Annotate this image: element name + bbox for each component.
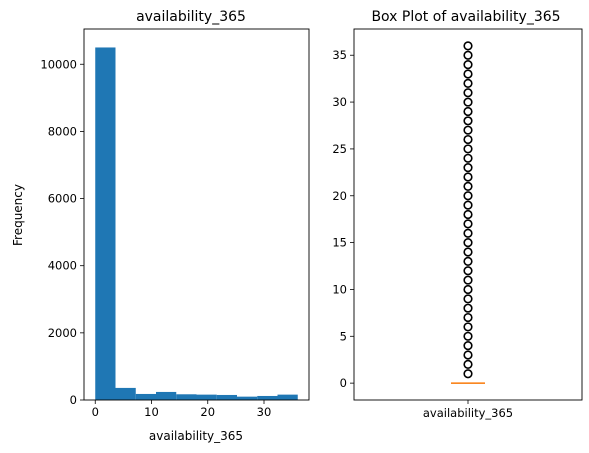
outlier-point	[463, 256, 473, 266]
histogram-y-label: Frequency	[11, 184, 25, 246]
outlier-point	[463, 191, 473, 201]
outlier-point	[463, 153, 473, 163]
outlier-point	[463, 312, 473, 323]
boxplot-y-ticks: 0 5 10 15 20 25 30 35	[332, 48, 354, 390]
histogram-y-ticks: 0 2000 4000 6000 8000 10000	[40, 57, 84, 407]
y-tick-label: 10000	[40, 57, 77, 71]
histogram-bar	[115, 387, 136, 400]
x-tick-label: 20	[200, 405, 215, 419]
histogram-bar	[156, 391, 177, 400]
y-tick-label: 8000	[48, 124, 77, 138]
outlier-point	[463, 284, 473, 295]
histogram-bar	[237, 396, 258, 400]
outlier-point	[463, 369, 473, 379]
outlier-point	[463, 78, 473, 88]
outlier-point	[463, 163, 473, 173]
outlier-point	[463, 219, 473, 229]
y-tick-label: 4000	[48, 259, 77, 273]
y-tick-label: 2000	[48, 326, 77, 340]
y-tick-label: 25	[332, 142, 347, 156]
y-tick-label: 5	[340, 329, 347, 343]
outlier-point	[463, 116, 473, 126]
histogram-bar	[176, 394, 197, 400]
outlier-point	[463, 60, 473, 70]
histogram-bar	[216, 394, 237, 400]
outlier-point	[463, 50, 473, 60]
y-tick-label: 0	[70, 393, 77, 407]
outlier-point	[463, 41, 473, 51]
boxplot-x-ticks: availability_365	[423, 400, 513, 420]
outlier-point	[463, 172, 473, 182]
histogram-x-ticks: 0 10 20 30	[92, 400, 272, 419]
histogram-title: availability_365	[136, 9, 246, 25]
y-tick-label: 15	[332, 236, 347, 250]
outlier-point	[463, 134, 473, 145]
histogram-x-label: availability_365	[149, 429, 243, 443]
outlier-point	[463, 69, 473, 79]
outlier-point	[463, 181, 473, 191]
histogram-bar	[257, 395, 278, 400]
outlier-point	[463, 144, 473, 154]
boxplot-subplot: Box Plot of availability_365 0 5 10 15 20 25 3…	[332, 9, 583, 420]
x-tick-label: 10	[144, 405, 159, 419]
outlier-point	[463, 238, 473, 248]
histogram-bars	[95, 47, 298, 400]
outlier-point	[463, 228, 473, 238]
x-tick-label: 30	[257, 405, 272, 419]
outlier-point	[463, 209, 473, 220]
y-tick-label: 35	[332, 48, 347, 62]
histogram-subplot: availability_365 0 10 20 30 0 2000 4000 6000 80…	[11, 9, 310, 443]
boxplot-outliers	[463, 41, 473, 379]
histogram-bar	[277, 394, 298, 400]
y-tick-label: 20	[332, 189, 347, 203]
outlier-point	[463, 97, 473, 107]
outlier-point	[463, 341, 473, 351]
boxplot-frame	[353, 28, 583, 401]
outlier-point	[463, 88, 473, 98]
x-tick-label: 0	[92, 405, 99, 419]
histogram-bar	[196, 394, 217, 400]
outlier-point	[463, 294, 473, 304]
histogram-bar	[135, 393, 156, 400]
y-tick-label: 30	[332, 95, 347, 109]
boxplot-title: Box Plot of availability_365	[371, 9, 560, 25]
y-tick-label: 6000	[48, 192, 77, 206]
y-tick-label: 10	[332, 282, 347, 296]
outlier-point	[463, 359, 473, 369]
histogram-frame	[83, 28, 310, 401]
outlier-point	[463, 275, 473, 285]
outlier-point	[463, 125, 473, 135]
outlier-point	[463, 200, 473, 210]
outlier-point	[463, 106, 473, 117]
x-tick-label: availability_365	[423, 406, 513, 420]
outlier-point	[463, 266, 473, 276]
y-tick-label: 0	[340, 376, 347, 390]
outlier-point	[463, 331, 473, 341]
outlier-point	[463, 303, 473, 313]
histogram-bar	[95, 47, 116, 400]
outlier-point	[463, 247, 473, 257]
outlier-point	[463, 322, 473, 332]
outlier-point	[463, 350, 473, 360]
